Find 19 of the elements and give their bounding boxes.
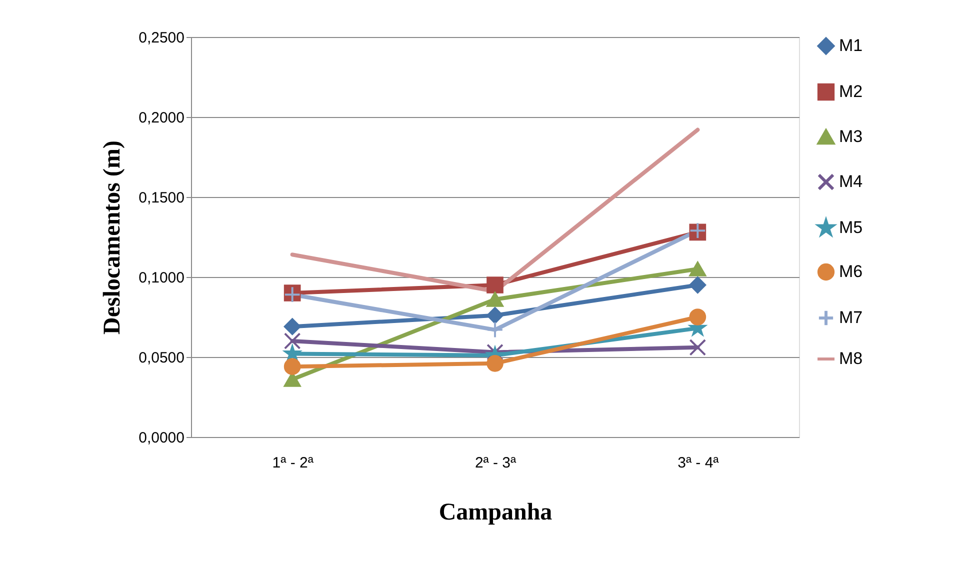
y-tick-label: 0,0500 — [138, 350, 184, 366]
y-tick-label: 0,1500 — [138, 190, 184, 206]
y-tick-label: 0,2500 — [138, 30, 184, 46]
legend-label: M2 — [839, 82, 863, 101]
y-tick-label: 0,2000 — [138, 110, 184, 126]
legend-label: M3 — [839, 127, 863, 146]
y-axis-title: Deslocamentos (m) — [100, 140, 126, 334]
y-tick-label: 0,1000 — [138, 270, 184, 286]
x-tick-label: 2ª - 3ª — [474, 454, 517, 472]
legend-label: M1 — [839, 36, 863, 55]
x-tick-label: 3ª - 4ª — [678, 454, 720, 472]
legend-label: M4 — [839, 172, 863, 191]
legend-label: M6 — [839, 262, 863, 281]
y-tick-label: 0,0000 — [138, 430, 184, 446]
x-tick-label: 1ª - 2ª — [272, 454, 314, 472]
legend-label: M5 — [839, 218, 863, 237]
x-axis-title: Campanha — [438, 500, 552, 526]
legend-label: M7 — [839, 308, 863, 327]
legend-label: M8 — [839, 349, 863, 368]
